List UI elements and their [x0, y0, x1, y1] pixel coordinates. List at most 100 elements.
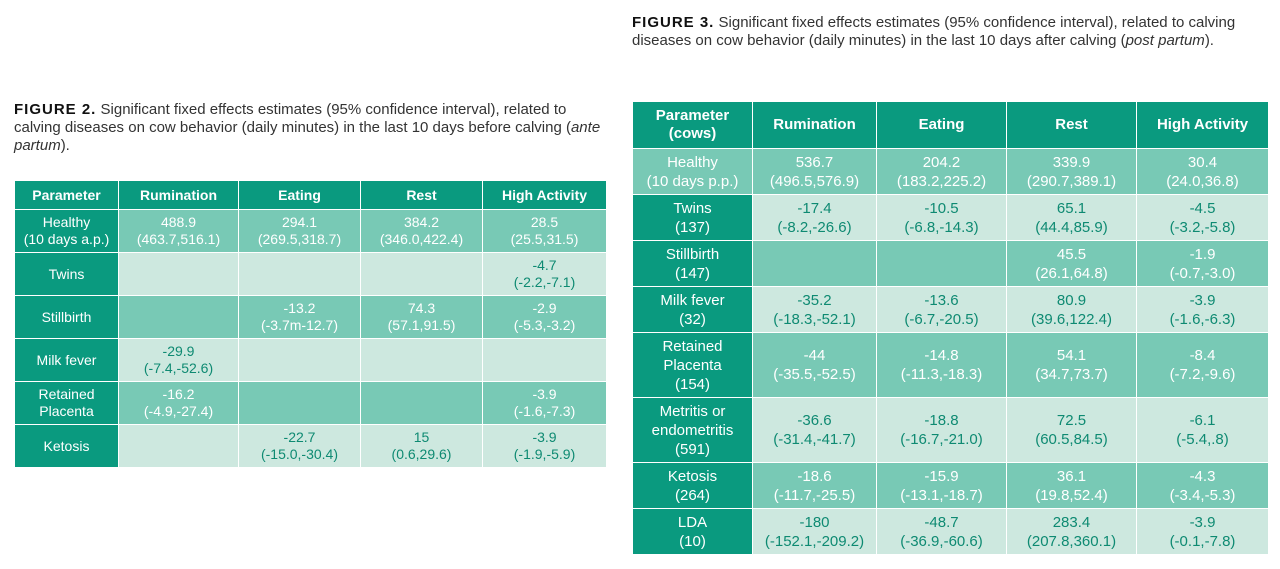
table-row: LDA (10) -180 (-152.1,-209.2) -48.7 (-36.9,… — [632, 508, 1269, 555]
table-row: Twins (137) -17.4 (-8.2,-26.6) -10.5 (-6.8,… — [632, 194, 1269, 241]
table-cell: 74.3 (57.1,91.5) — [360, 295, 483, 339]
header-eating: Eating — [876, 101, 1007, 149]
table-cell: -13.6 (-6.7,-20.5) — [876, 286, 1007, 333]
table-cell: 36.1 (19.8,52.4) — [1006, 462, 1137, 509]
row-label: Ketosis (264) — [632, 462, 753, 509]
table-row: Retained Placenta (154) -44 (-35.5,-52.5) -… — [632, 332, 1269, 398]
table-cell: -18.8 (-16.7,-21.0) — [876, 397, 1007, 463]
table-cell: -13.2 (-3.7m-12.7) — [238, 295, 361, 339]
table-cell: -15.9 (-13.1,-18.7) — [876, 462, 1007, 509]
table-row: Healthy (10 days p.p.) 536.7 (496.5,576.9)… — [632, 148, 1269, 195]
row-label: Ketosis — [14, 424, 119, 468]
table-cell: -29.9 (-7.4,-52.6) — [118, 338, 239, 382]
table-cell — [482, 338, 607, 382]
figure-2-text-end: ). — [60, 137, 70, 154]
table-row: Stillbirth -13.2 (-3.7m-12.7) 74.3 (57.1,9… — [14, 295, 607, 339]
row-label: Retained Placenta — [14, 381, 119, 425]
table-cell: -35.2 (-18.3,-52.1) — [752, 286, 877, 333]
table-cell — [238, 338, 361, 382]
header-rumination: Rumination — [118, 180, 239, 210]
table-header-row: Parameter Rumination Eating Rest High Ac… — [14, 180, 607, 210]
table-cell: -22.7 (-15.0,-30.4) — [238, 424, 361, 468]
table-cell: 488.9 (463.7,516.1) — [118, 209, 239, 253]
table-cell — [360, 252, 483, 296]
table-cell: -4.5 (-3.2,-5.8) — [1136, 194, 1269, 241]
table-cell: 80.9 (39.6,122.4) — [1006, 286, 1137, 333]
table-cell: 65.1 (44.4,85.9) — [1006, 194, 1137, 241]
table-cell — [118, 295, 239, 339]
table-cell: -17.4 (-8.2,-26.6) — [752, 194, 877, 241]
table-cell — [118, 424, 239, 468]
figure-3-italic: post partum — [1125, 32, 1205, 49]
table-cell: -3.9 (-0.1,-7.8) — [1136, 508, 1269, 555]
table-row: Retained Placenta -16.2 (-4.9,-27.4) -3.9(… — [14, 381, 607, 425]
figure-3-table: Parameter (cows) Rumination Eating Rest H… — [632, 101, 1269, 555]
table-cell: 72.5 (60.5,84.5) — [1006, 397, 1137, 463]
header-eating: Eating — [238, 180, 361, 210]
table-row: Milk fever -29.9 (-7.4,-52.6) — [14, 338, 607, 382]
table-row: Milk fever (32) -35.2 (-18.3,-52.1) -13.6(… — [632, 286, 1269, 333]
row-label: Twins — [14, 252, 119, 296]
header-parameter: Parameter — [14, 180, 119, 210]
table-cell: -180 (-152.1,-209.2) — [752, 508, 877, 555]
table-cell: -2.9 (-5.3,-3.2) — [482, 295, 607, 339]
table-cell: -8.4 (-7.2,-9.6) — [1136, 332, 1269, 398]
row-label: Milk fever — [14, 338, 119, 382]
table-cell: -36.6 (-31.4,-41.7) — [752, 397, 877, 463]
table-cell: -4.3 (-3.4,-5.3) — [1136, 462, 1269, 509]
table-row: Healthy (10 days a.p.) 488.9 (463.7,516.1)… — [14, 209, 607, 253]
table-row: Ketosis -22.7 (-15.0,-30.4) 15 (0.6,29.6) … — [14, 424, 607, 468]
figure-2-table: Parameter Rumination Eating Rest High Ac… — [14, 180, 607, 468]
figure-2-text: Significant fixed effects estimates (95%… — [14, 101, 571, 136]
table-cell — [876, 240, 1007, 287]
table-cell: -44 (-35.5,-52.5) — [752, 332, 877, 398]
figure-2-label: FIGURE 2. — [14, 101, 97, 118]
table-cell: 339.9 (290.7,389.1) — [1006, 148, 1137, 195]
row-label: Stillbirth — [14, 295, 119, 339]
table-cell: -16.2 (-4.9,-27.4) — [118, 381, 239, 425]
table-cell: -3.9 (-1.6,-6.3) — [1136, 286, 1269, 333]
table-row: Ketosis (264) -18.6 (-11.7,-25.5) -15.9 (-1… — [632, 462, 1269, 509]
table-cell: -48.7 (-36.9,-60.6) — [876, 508, 1007, 555]
table-cell: 30.4 (24.0,36.8) — [1136, 148, 1269, 195]
row-label: LDA (10) — [632, 508, 753, 555]
table-cell — [238, 252, 361, 296]
figure-3-label: FIGURE 3. — [632, 14, 715, 31]
row-label: Retained Placenta (154) — [632, 332, 753, 398]
table-header-row: Parameter (cows) Rumination Eating Rest H… — [632, 101, 1269, 149]
header-high-activity: High Activity — [482, 180, 607, 210]
figure-2-caption: FIGURE 2. Significant fixed effects esti… — [14, 101, 614, 155]
row-label: Healthy (10 days a.p.) — [14, 209, 119, 253]
table-row: Stillbirth (147) 45.5 (26.1,64.8) -1.9 (-0.… — [632, 240, 1269, 287]
table-cell: -18.6 (-11.7,-25.5) — [752, 462, 877, 509]
figure-3-text: Significant fixed effects estimates (95%… — [632, 14, 1236, 49]
table-cell: -6.1 (-5.4,.8) — [1136, 397, 1269, 463]
header-rest: Rest — [360, 180, 483, 210]
header-high-activity: High Activity — [1136, 101, 1269, 149]
table-cell — [752, 240, 877, 287]
figure-3-caption: FIGURE 3. Significant fixed effects esti… — [632, 14, 1272, 50]
table-cell: 15 (0.6,29.6) — [360, 424, 483, 468]
table-cell: -4.7 (-2.2,-7.1) — [482, 252, 607, 296]
row-label: Metritis or endometritis (591) — [632, 397, 753, 463]
table-cell: -3.9 (-1.6,-7.3) — [482, 381, 607, 425]
row-label: Twins (137) — [632, 194, 753, 241]
table-row: Metritis or endometritis (591) -36.6 (-31.4… — [632, 397, 1269, 463]
figure-3-text-end: ). — [1204, 32, 1214, 49]
table-cell: 536.7 (496.5,576.9) — [752, 148, 877, 195]
row-label: Milk fever (32) — [632, 286, 753, 333]
table-cell: -1.9 (-0.7,-3.0) — [1136, 240, 1269, 287]
table-cell: 54.1 (34.7,73.7) — [1006, 332, 1137, 398]
figure-2-italic: ante partum — [14, 119, 601, 154]
table-cell: -14.8 (-11.3,-18.3) — [876, 332, 1007, 398]
header-rumination: Rumination — [752, 101, 877, 149]
table-cell — [238, 381, 361, 425]
table-row: Twins -4.7 (-2.2,-7.1) — [14, 252, 607, 296]
table-cell — [118, 252, 239, 296]
table-cell: 204.2 (183.2,225.2) — [876, 148, 1007, 195]
table-cell: 283.4 (207.8,360.1) — [1006, 508, 1137, 555]
table-cell: 45.5 (26.1,64.8) — [1006, 240, 1137, 287]
header-parameter: Parameter (cows) — [632, 101, 753, 149]
table-cell: -10.5 (-6.8,-14.3) — [876, 194, 1007, 241]
table-cell: 28.5 (25.5,31.5) — [482, 209, 607, 253]
